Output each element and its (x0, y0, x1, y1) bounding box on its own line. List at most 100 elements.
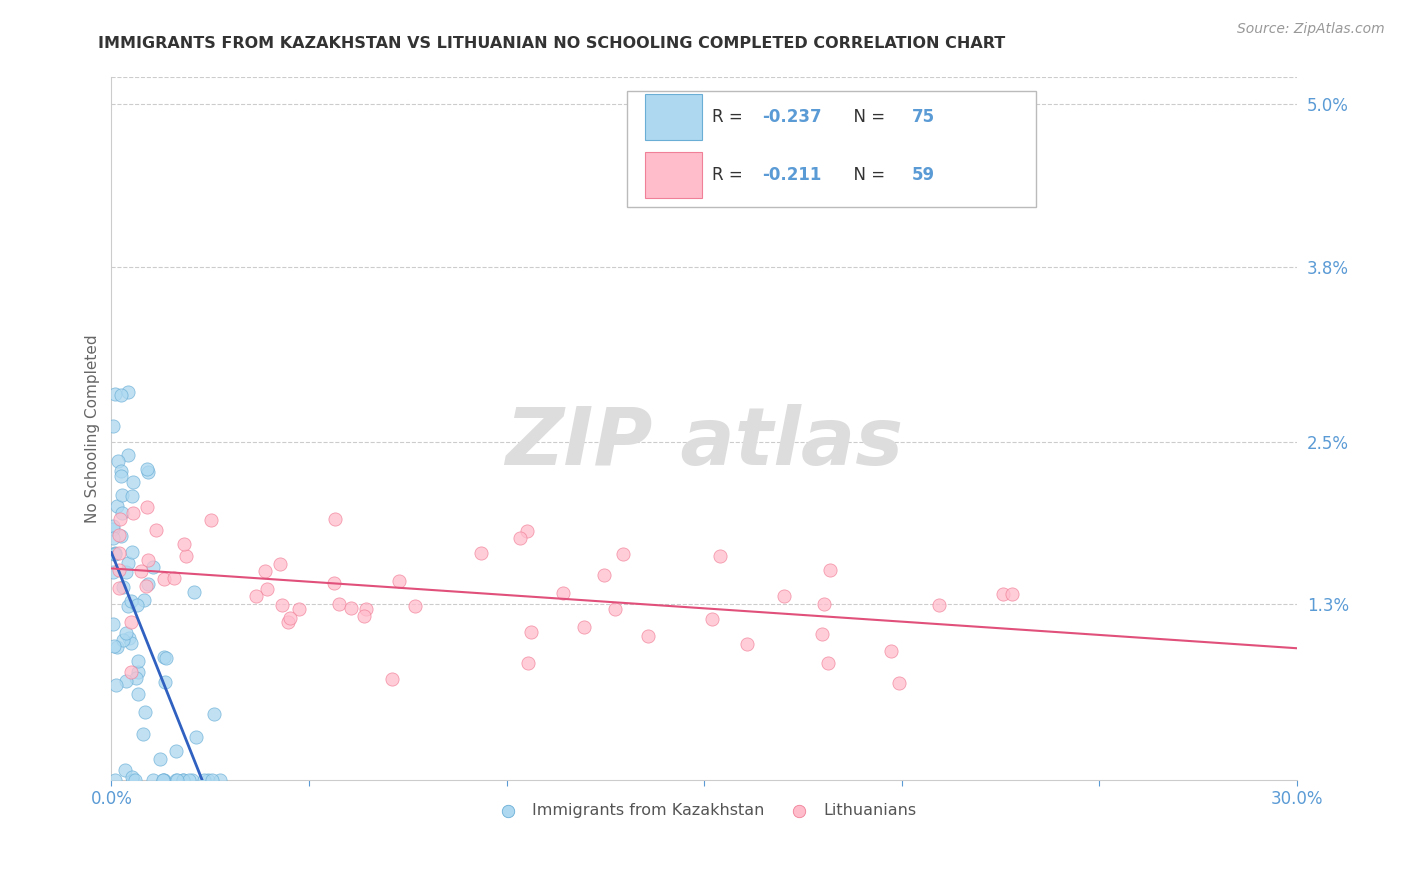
Point (118, 631, 141, 645)
Point (115, 626, 138, 640)
Point (110, 388, 132, 402)
Point (131, 564, 153, 578)
Point (288, 601, 311, 615)
Point (127, 654, 149, 668)
Point (172, 772, 194, 787)
Text: Source: ZipAtlas.com: Source: ZipAtlas.com (1237, 22, 1385, 37)
Point (200, 513, 222, 527)
Text: N =: N = (844, 166, 890, 184)
Point (811, 626, 834, 640)
Point (700, 612, 723, 626)
Point (404, 599, 426, 613)
Point (136, 500, 159, 514)
Point (256, 582, 278, 597)
Point (354, 602, 377, 616)
Point (197, 772, 219, 787)
Point (509, 531, 531, 545)
Point (114, 673, 136, 688)
Point (193, 772, 215, 787)
Point (108, 564, 131, 578)
Point (813, 597, 835, 611)
Point (117, 556, 139, 570)
Point (114, 565, 136, 579)
Point (176, 549, 198, 563)
Point (553, 586, 575, 600)
FancyBboxPatch shape (627, 92, 1036, 208)
Point (136, 552, 159, 566)
Point (103, 639, 125, 653)
Point (328, 597, 350, 611)
Point (173, 536, 195, 550)
Point (117, 384, 139, 399)
Point (136, 461, 159, 475)
Point (155, 650, 177, 665)
Point (637, 629, 659, 643)
Point (101, 419, 124, 434)
Point (125, 671, 148, 685)
Point (709, 549, 731, 564)
Point (127, 665, 149, 680)
Point (612, 547, 634, 561)
Point (101, 519, 124, 533)
Point (117, 599, 139, 614)
Point (516, 524, 538, 539)
Point (101, 565, 124, 579)
Point (120, 594, 142, 608)
Point (520, 625, 543, 640)
Point (101, 523, 124, 537)
Point (773, 590, 796, 604)
Point (108, 581, 131, 595)
Point (388, 574, 411, 589)
Point (277, 615, 299, 629)
Text: ZIP atlas: ZIP atlas (505, 404, 903, 482)
Point (323, 576, 346, 591)
Point (125, 598, 148, 612)
Point (516, 657, 538, 671)
Text: -0.211: -0.211 (762, 166, 821, 184)
Point (991, 587, 1014, 601)
Point (208, 772, 231, 787)
Point (1000, 587, 1022, 601)
Point (145, 523, 167, 537)
Text: R =: R = (713, 108, 748, 126)
Point (110, 528, 132, 542)
Point (111, 506, 134, 520)
Point (152, 772, 174, 787)
Point (470, 545, 492, 559)
Point (112, 580, 135, 594)
Point (107, 453, 129, 467)
Point (134, 705, 156, 719)
Point (124, 772, 146, 787)
Text: -0.237: -0.237 (762, 108, 823, 126)
Point (880, 644, 903, 658)
Point (121, 770, 143, 784)
Point (132, 592, 155, 607)
Point (605, 602, 627, 616)
Point (101, 532, 124, 546)
Point (103, 547, 125, 561)
Point (152, 572, 174, 586)
Point (165, 772, 187, 787)
Point (183, 584, 205, 599)
Point (165, 744, 187, 758)
Point (108, 546, 131, 560)
FancyBboxPatch shape (645, 94, 702, 140)
Point (202, 706, 225, 721)
Point (120, 665, 142, 680)
Point (121, 489, 143, 503)
Point (103, 547, 125, 561)
Point (142, 772, 165, 787)
Point (181, 772, 204, 787)
Point (381, 672, 404, 686)
Point (103, 617, 125, 632)
Point (737, 637, 759, 651)
Point (887, 675, 910, 690)
Point (112, 633, 135, 648)
Point (104, 772, 127, 787)
Point (152, 772, 174, 787)
Point (138, 465, 160, 479)
Point (155, 675, 177, 690)
Point (108, 511, 131, 525)
Point (104, 386, 127, 401)
Point (136, 577, 159, 591)
